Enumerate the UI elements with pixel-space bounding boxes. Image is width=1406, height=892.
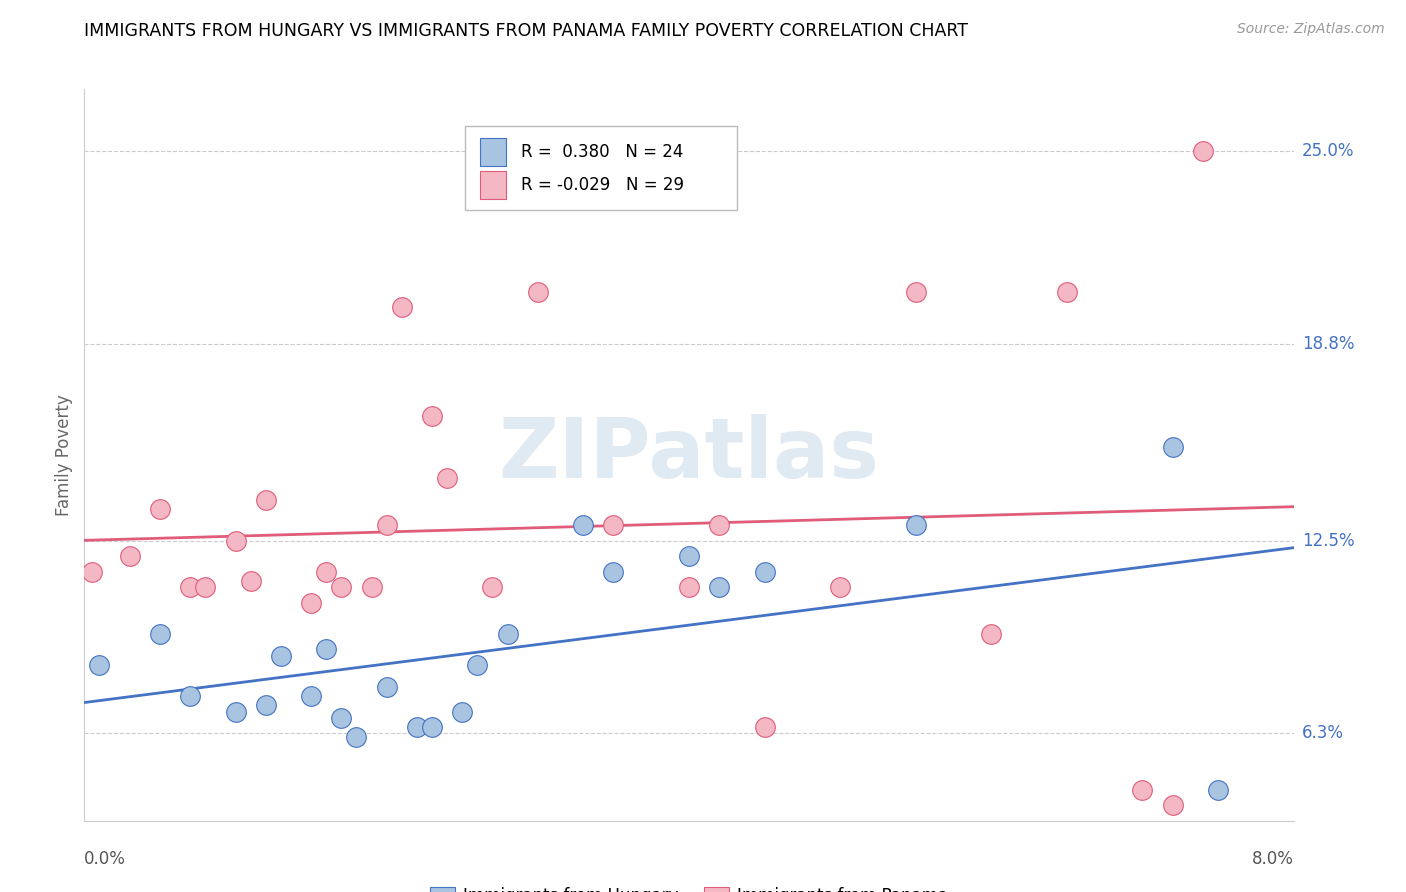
Point: [481, 580, 503, 594]
Point: [225, 705, 247, 719]
Point: [360, 580, 382, 594]
Point: [602, 565, 624, 579]
Point: [118, 549, 141, 563]
Point: [572, 518, 595, 533]
Point: [1130, 782, 1153, 797]
Text: R = -0.029   N = 29: R = -0.029 N = 29: [520, 176, 683, 194]
Point: [980, 627, 1002, 641]
Point: [346, 730, 368, 744]
Point: [179, 689, 201, 703]
Point: [194, 580, 217, 594]
Point: [1161, 798, 1184, 813]
Point: [80, 565, 103, 579]
Text: 18.8%: 18.8%: [1302, 335, 1354, 353]
Point: [330, 580, 353, 594]
Text: ZIPatlas: ZIPatlas: [499, 415, 879, 495]
Text: Source: ZipAtlas.com: Source: ZipAtlas.com: [1237, 22, 1385, 37]
Point: [375, 680, 398, 694]
Point: [602, 518, 624, 533]
Point: [420, 409, 443, 423]
Point: [436, 471, 458, 485]
Text: IMMIGRANTS FROM HUNGARY VS IMMIGRANTS FROM PANAMA FAMILY POVERTY CORRELATION CHA: IMMIGRANTS FROM HUNGARY VS IMMIGRANTS FR…: [84, 22, 969, 40]
Point: [225, 533, 247, 548]
Point: [420, 720, 443, 734]
FancyBboxPatch shape: [479, 138, 506, 166]
Point: [754, 720, 776, 734]
Point: [315, 565, 337, 579]
Point: [904, 285, 927, 299]
Point: [149, 502, 172, 516]
FancyBboxPatch shape: [479, 171, 506, 199]
Point: [89, 658, 111, 673]
Point: [1206, 782, 1229, 797]
Point: [149, 627, 172, 641]
Point: [391, 300, 413, 314]
Point: [1056, 285, 1078, 299]
Text: 8.0%: 8.0%: [1251, 850, 1294, 868]
Point: [496, 627, 519, 641]
Point: [315, 642, 337, 657]
Point: [830, 580, 852, 594]
Point: [406, 720, 429, 734]
Point: [179, 580, 201, 594]
Point: [467, 658, 489, 673]
Point: [375, 518, 398, 533]
Point: [754, 565, 776, 579]
Point: [451, 705, 474, 719]
Text: 6.3%: 6.3%: [1302, 724, 1344, 742]
Point: [330, 711, 353, 725]
Point: [678, 580, 700, 594]
Point: [527, 285, 550, 299]
Point: [299, 689, 322, 703]
Point: [239, 574, 262, 588]
Point: [254, 493, 277, 508]
Text: 0.0%: 0.0%: [84, 850, 127, 868]
Point: [1161, 440, 1184, 454]
Point: [904, 518, 927, 533]
FancyBboxPatch shape: [465, 126, 737, 210]
Text: 25.0%: 25.0%: [1302, 143, 1354, 161]
Point: [299, 596, 322, 610]
Text: R =  0.380   N = 24: R = 0.380 N = 24: [520, 143, 683, 161]
Point: [270, 648, 292, 663]
Point: [254, 698, 277, 713]
Point: [678, 549, 700, 563]
Y-axis label: Family Poverty: Family Poverty: [55, 394, 73, 516]
Text: 12.5%: 12.5%: [1302, 532, 1354, 549]
Point: [709, 518, 731, 533]
Legend: Immigrants from Hungary, Immigrants from Panama: Immigrants from Hungary, Immigrants from…: [423, 880, 955, 892]
Point: [1192, 145, 1215, 159]
Point: [709, 580, 731, 594]
